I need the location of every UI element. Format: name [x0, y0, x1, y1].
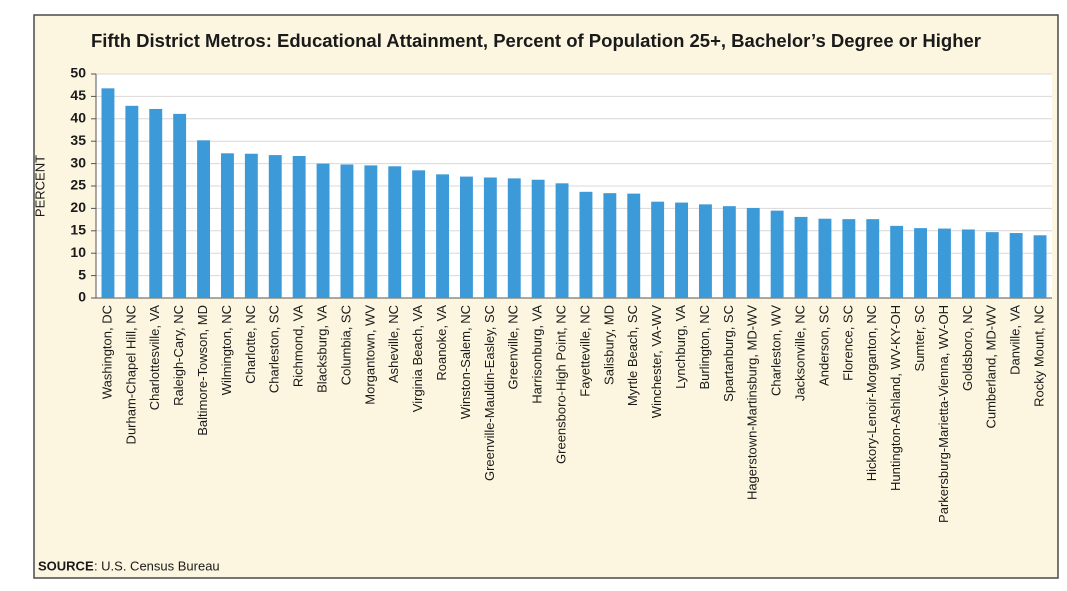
y-tick-label: 15 [70, 222, 86, 238]
source-label: SOURCE [38, 558, 94, 573]
x-tick-label: Winchester, VA-WV [649, 305, 664, 419]
x-tick-label: Baltimore-Towson, MD [195, 305, 210, 436]
bar [268, 155, 282, 298]
x-tick-label: Winston-Salem, NC [458, 305, 473, 419]
x-tick-label: Hickory-Lenoir-Morganton, NC [864, 305, 879, 481]
bar [125, 105, 139, 298]
x-tick-label: Charleston, WV [769, 305, 784, 396]
x-tick-label: Greenville-Mauldin-Easley, SC [482, 305, 497, 481]
bar [794, 216, 808, 298]
x-tick-label: Morgantown, WV [362, 305, 377, 405]
x-tick-label: Columbia, SC [338, 305, 353, 385]
y-tick-label: 40 [70, 110, 86, 126]
x-tick-label: Richmond, VA [291, 305, 306, 387]
x-tick-label: Asheville, NC [386, 305, 401, 383]
x-tick-label: Charlottesville, VA [147, 305, 162, 411]
y-tick-label: 20 [70, 199, 86, 215]
bar [937, 228, 951, 298]
x-tick-label: Myrtle Beach, SC [625, 305, 640, 406]
x-tick-label: Blacksburg, VA [314, 305, 329, 393]
x-tick-label: Parkersburg-Marietta-Vienna, WV-OH [936, 305, 951, 523]
x-tick-label: Rocky Mount, NC [1031, 305, 1046, 407]
source-text: : U.S. Census Bureau [94, 558, 220, 573]
x-tick-label: Hagerstown-Martinsburg, MD-WV [745, 305, 760, 500]
x-tick-label: Raleigh-Cary, NC [171, 305, 186, 406]
bar [316, 163, 330, 298]
x-tick-label: Durham-Chapel Hill, NC [123, 305, 138, 444]
x-tick-label: Fayetteville, NC [577, 305, 592, 397]
bar [436, 174, 450, 298]
x-tick-label: Danville, VA [1008, 305, 1023, 375]
x-tick-label: Florence, SC [840, 305, 855, 381]
x-tick-label: Wilmington, NC [219, 305, 234, 395]
bar [340, 164, 354, 298]
y-tick-label: 50 [70, 65, 86, 81]
bar [483, 177, 497, 298]
x-tick-label: Burlington, NC [697, 305, 712, 390]
bar [603, 193, 617, 298]
y-tick-label: 30 [70, 154, 86, 170]
y-tick-label: 5 [78, 266, 86, 282]
bar [842, 219, 856, 298]
chart-title: Fifth District Metros: Educational Attai… [91, 30, 981, 51]
x-tick-label: Lynchburg, VA [673, 305, 688, 389]
bar [459, 176, 473, 298]
x-tick-label: Anderson, SC [816, 305, 831, 386]
bar [101, 88, 115, 298]
bar [818, 218, 832, 298]
bar [412, 170, 426, 298]
bar [746, 207, 760, 298]
bar [531, 179, 545, 298]
y-tick-label: 35 [70, 132, 86, 148]
x-tick-label: Harrisonburg, VA [530, 305, 545, 404]
y-axis-label: PERCENT [32, 155, 47, 217]
x-tick-label: Huntington-Ashland, WV-KY-OH [888, 305, 903, 491]
bar [388, 166, 402, 298]
bar [770, 210, 784, 298]
y-tick-label: 25 [70, 177, 86, 193]
bar [914, 228, 928, 298]
y-tick-label: 45 [70, 87, 86, 103]
bar [149, 108, 163, 298]
x-tick-label: Jacksonville, NC [792, 305, 807, 401]
x-tick-label: Greenville, NC [506, 305, 521, 390]
bar [555, 183, 569, 298]
x-tick-label: Virginia Beach, VA [410, 305, 425, 413]
bar [292, 155, 306, 298]
bar [579, 191, 593, 298]
bar [651, 201, 665, 298]
bar [244, 153, 258, 298]
bar [866, 219, 880, 298]
x-tick-label: Charleston, SC [267, 305, 282, 393]
bar [985, 232, 999, 298]
y-tick-label: 0 [78, 289, 86, 305]
x-tick-label: Goldsboro, NC [960, 305, 975, 391]
bar [364, 165, 378, 298]
x-tick-label: Roanoke, VA [434, 305, 449, 381]
x-tick-label: Cumberland, MD-WV [984, 305, 999, 429]
x-tick-label: Salisbury, MD [601, 305, 616, 385]
x-tick-label: Washington, DC [99, 305, 114, 399]
x-tick-label: Sumter, SC [912, 305, 927, 371]
y-tick-label: 10 [70, 244, 86, 260]
bar [1033, 235, 1047, 298]
bar [507, 178, 521, 298]
bar [197, 140, 211, 298]
bar [698, 204, 712, 298]
x-tick-label: Spartanburg, SC [721, 305, 736, 402]
bar [675, 202, 689, 298]
bar [1009, 233, 1023, 298]
bar [220, 153, 234, 298]
bar [961, 229, 975, 298]
x-tick-label: Charlotte, NC [243, 305, 258, 384]
bar [722, 206, 736, 298]
bar [173, 113, 187, 298]
bar [627, 193, 641, 298]
bar [890, 225, 904, 298]
x-tick-label: Greensboro-High Point, NC [553, 305, 568, 464]
